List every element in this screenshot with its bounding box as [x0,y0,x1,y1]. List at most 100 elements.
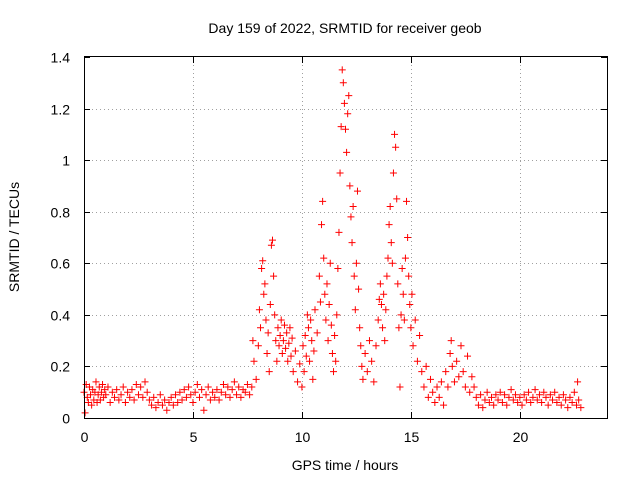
data-point [326,259,334,267]
data-point [479,404,487,412]
data-point [325,301,333,309]
data-point [106,399,114,407]
data-point [235,383,243,391]
data-point [490,401,498,409]
data-point [411,316,419,324]
data-point [372,342,380,350]
data-point [92,378,100,386]
data-point [566,393,574,401]
data-point [455,373,463,381]
data-point [255,306,263,314]
data-point [395,324,403,332]
y-tick-label: 1.4 [51,50,71,66]
data-point [377,301,385,309]
data-point [420,383,428,391]
chart-title: Day 159 of 2022, SRMTID for receiver geo… [208,20,481,36]
data-point [352,259,360,267]
data-point [426,375,434,383]
data-point [278,350,286,358]
data-point [416,331,424,339]
data-point [176,388,184,396]
data-point [379,324,387,332]
data-point [383,272,391,280]
data-point [407,324,415,332]
data-point [357,342,365,350]
y-tick-label: 0 [62,411,70,427]
data-point [215,396,223,404]
data-point [343,148,351,156]
data-point [540,388,548,396]
data-point [167,393,175,401]
data-point [315,272,323,280]
data-point [355,285,363,293]
data-point [126,393,134,401]
data-point [559,391,567,399]
data-point [400,316,408,324]
data-point [275,342,283,350]
data-point [356,324,364,332]
data-point [577,404,585,412]
data-point [174,399,182,407]
data-point [182,393,190,401]
data-point [516,393,524,401]
data-point [124,388,132,396]
data-point [431,399,439,407]
data-point [224,383,232,391]
data-point [408,290,416,298]
data-point [555,393,563,401]
data-point [391,130,399,138]
data-point [531,386,539,394]
data-point [557,401,565,409]
data-point [346,182,354,190]
data-point [261,280,269,288]
data-point [468,373,476,381]
data-point [108,388,116,396]
data-point [158,401,166,409]
data-point [339,79,347,87]
plot-frame [84,56,608,419]
data-point [429,388,437,396]
data-point [128,386,136,394]
x-axis-label: GPS time / hours [292,457,399,473]
data-point [323,280,331,288]
data-point [564,404,572,412]
data-point [307,316,315,324]
data-point [575,396,583,404]
data-point [448,362,456,370]
data-point [258,264,266,272]
data-point [117,391,125,399]
data-point [488,393,496,401]
data-point [87,391,95,399]
data-point [328,350,336,358]
data-point [353,187,361,195]
data-point [115,396,123,404]
data-point [384,254,392,262]
data-point [270,272,278,280]
data-point [330,368,338,376]
data-point [204,383,212,391]
data-point [494,396,502,404]
y-axis-label: SRMTID / TECUs [6,182,22,292]
data-point [211,393,219,401]
data-point [273,357,281,365]
data-point [288,334,296,342]
data-point [485,399,493,407]
data-point [447,337,455,345]
data-point [119,383,127,391]
data-point [88,401,96,409]
data-point [280,321,288,329]
data-point [492,391,500,399]
data-point [276,331,284,339]
data-point [213,386,221,394]
data-point [370,378,378,386]
data-point [376,280,384,288]
y-tick-label: 0.2 [51,359,71,375]
data-point [206,396,214,404]
data-point [483,388,491,396]
data-point [398,264,406,272]
data-point [503,401,511,409]
data-point [185,383,193,391]
data-point [156,391,164,399]
data-point [233,391,241,399]
data-point [152,404,160,412]
